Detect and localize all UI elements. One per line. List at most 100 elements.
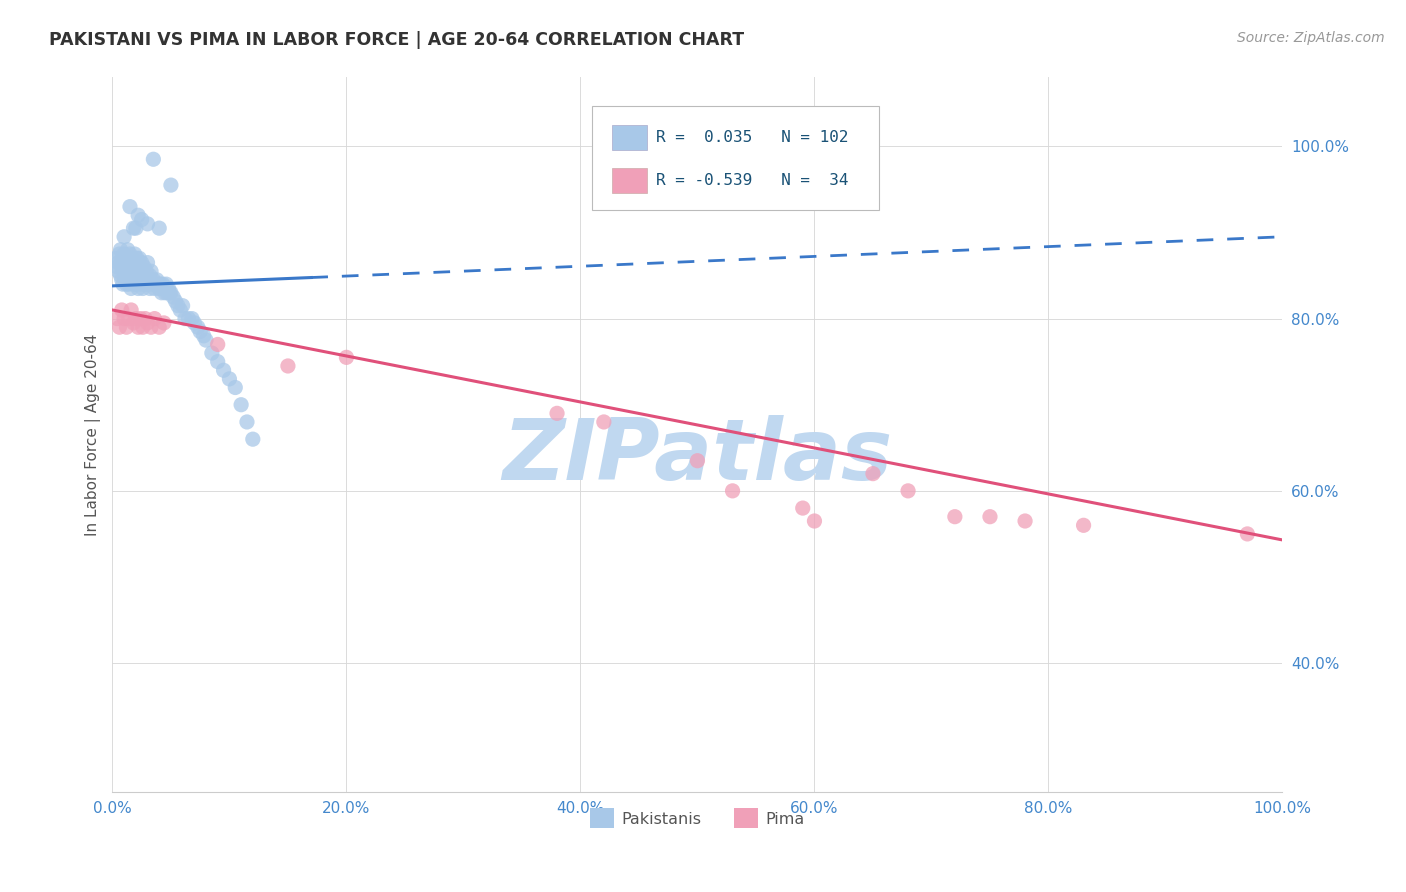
Point bbox=[148, 320, 170, 334]
Point bbox=[546, 406, 568, 420]
Point bbox=[107, 264, 129, 278]
Point bbox=[125, 311, 148, 326]
Point bbox=[592, 415, 614, 429]
Point bbox=[132, 281, 155, 295]
Text: R =  0.035   N = 102: R = 0.035 N = 102 bbox=[657, 130, 849, 145]
Point bbox=[862, 467, 884, 481]
Point bbox=[201, 346, 224, 360]
Point bbox=[943, 509, 966, 524]
Point bbox=[118, 200, 141, 214]
Point bbox=[721, 483, 744, 498]
Point bbox=[335, 351, 357, 365]
Point bbox=[145, 277, 167, 292]
Point bbox=[132, 260, 155, 274]
Point bbox=[229, 398, 252, 412]
Point bbox=[135, 264, 157, 278]
Point bbox=[125, 273, 148, 287]
FancyBboxPatch shape bbox=[612, 169, 647, 194]
Point bbox=[242, 432, 264, 446]
Point bbox=[105, 260, 128, 274]
Point bbox=[111, 277, 134, 292]
Point bbox=[153, 281, 176, 295]
Point bbox=[120, 260, 142, 274]
Point bbox=[148, 221, 170, 235]
Point bbox=[127, 320, 149, 334]
Point bbox=[104, 252, 127, 266]
Point bbox=[160, 178, 183, 193]
Point bbox=[160, 285, 183, 300]
Point bbox=[1236, 527, 1258, 541]
Point bbox=[187, 320, 209, 334]
Text: ZIPatlas: ZIPatlas bbox=[502, 415, 893, 498]
Point bbox=[207, 354, 229, 368]
Point bbox=[111, 273, 134, 287]
Point bbox=[162, 290, 184, 304]
Point bbox=[149, 277, 172, 292]
Point bbox=[115, 277, 138, 292]
Point bbox=[172, 299, 194, 313]
Point bbox=[124, 247, 146, 261]
Point bbox=[153, 285, 176, 300]
FancyBboxPatch shape bbox=[612, 126, 647, 151]
Point bbox=[134, 273, 156, 287]
Point bbox=[125, 277, 148, 292]
Point bbox=[139, 281, 162, 295]
Point bbox=[979, 509, 1001, 524]
Point bbox=[122, 221, 145, 235]
Legend: Pakistanis, Pima: Pakistanis, Pima bbox=[583, 802, 811, 834]
Point bbox=[142, 153, 165, 167]
Y-axis label: In Labor Force | Age 20-64: In Labor Force | Age 20-64 bbox=[86, 334, 101, 536]
Point bbox=[114, 273, 136, 287]
Point bbox=[127, 281, 149, 295]
Point bbox=[188, 325, 211, 339]
Point bbox=[143, 311, 166, 326]
Point bbox=[120, 281, 142, 295]
Point bbox=[118, 255, 141, 269]
Point bbox=[132, 268, 155, 283]
Point bbox=[121, 273, 143, 287]
Point bbox=[110, 268, 132, 283]
Point bbox=[131, 212, 153, 227]
Point bbox=[165, 294, 187, 309]
Point bbox=[118, 247, 141, 261]
Point bbox=[120, 303, 142, 318]
Point bbox=[139, 268, 162, 283]
Point bbox=[218, 372, 240, 386]
Point bbox=[125, 255, 148, 269]
Point bbox=[193, 328, 215, 343]
Point bbox=[121, 252, 143, 266]
Point bbox=[131, 273, 153, 287]
Point bbox=[124, 268, 146, 283]
Point bbox=[155, 277, 177, 292]
Text: Source: ZipAtlas.com: Source: ZipAtlas.com bbox=[1237, 31, 1385, 45]
Point bbox=[125, 252, 148, 266]
Point bbox=[122, 277, 145, 292]
Point bbox=[114, 260, 136, 274]
Point bbox=[129, 311, 152, 326]
Point bbox=[111, 252, 134, 266]
Point bbox=[146, 273, 169, 287]
Point bbox=[108, 247, 131, 261]
Point bbox=[118, 268, 141, 283]
Point bbox=[134, 311, 156, 326]
Point bbox=[1014, 514, 1036, 528]
Point bbox=[136, 217, 159, 231]
Point bbox=[131, 255, 153, 269]
Point bbox=[112, 311, 135, 326]
Point bbox=[115, 252, 138, 266]
Point bbox=[139, 264, 162, 278]
Point bbox=[141, 277, 163, 292]
Point bbox=[111, 303, 134, 318]
Point bbox=[128, 252, 150, 266]
Point bbox=[127, 264, 149, 278]
Point bbox=[169, 303, 191, 318]
Point bbox=[136, 316, 159, 330]
Point bbox=[111, 260, 134, 274]
Point bbox=[107, 255, 129, 269]
FancyBboxPatch shape bbox=[592, 106, 879, 210]
Point bbox=[118, 311, 141, 326]
Point bbox=[117, 243, 139, 257]
Point bbox=[177, 311, 200, 326]
Point bbox=[118, 277, 141, 292]
Point bbox=[110, 243, 132, 257]
